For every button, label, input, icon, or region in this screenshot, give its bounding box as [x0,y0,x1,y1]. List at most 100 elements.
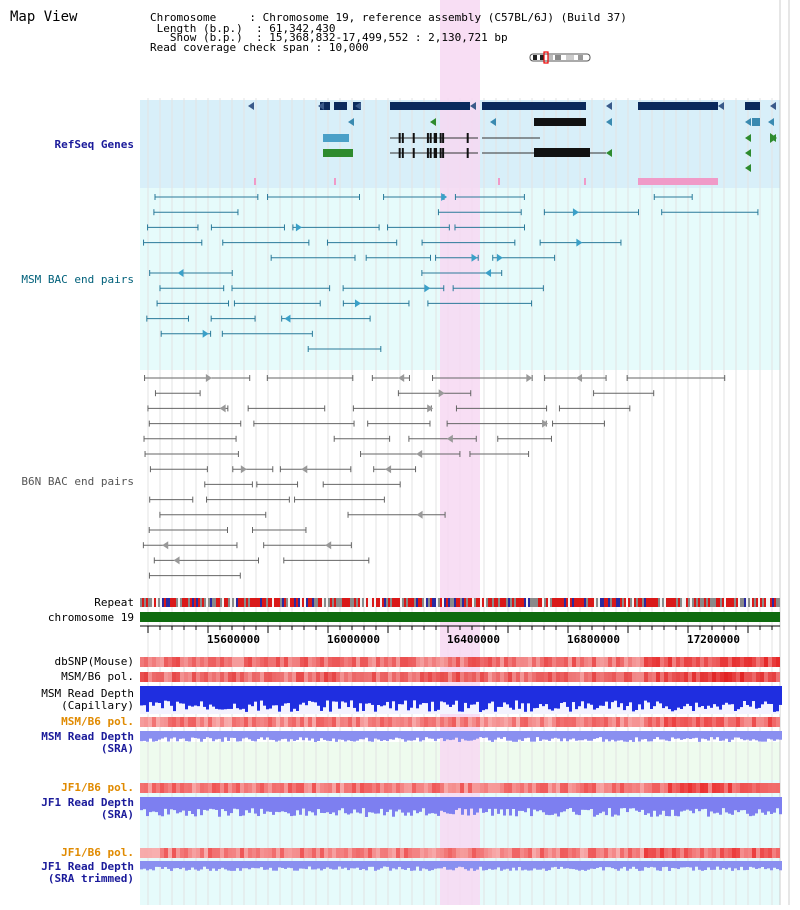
read-depth-bar [503,861,506,870]
read-depth-bar [467,797,470,816]
track-label-repeat[interactable]: Repeat [94,596,134,609]
read-depth-bar [140,797,143,811]
strand-arrow [424,284,431,293]
variant-density-cell [516,657,520,667]
ruler-tick-label: 16000000 [327,633,380,646]
read-depth-bar [686,686,689,704]
variant-density-cell [204,783,208,793]
read-depth-bar [620,861,623,869]
variant-density-cell [732,783,736,793]
read-depth-bar [698,686,701,708]
repeat-element [156,598,158,607]
variant-density-cell [448,848,452,858]
variant-density-cell [740,783,744,793]
variant-density-cell [348,672,352,682]
variant-density-cell [508,657,512,667]
variant-density-cell [240,717,244,727]
variant-density-cell [556,672,560,682]
read-depth-bar [620,797,623,809]
read-depth-bar [350,731,353,742]
read-depth-bar [656,797,659,817]
variant-density-cell [500,672,504,682]
variant-density-cell [580,848,584,858]
read-depth-bar [362,686,365,711]
read-depth-bar [233,686,236,704]
variant-density-cell [536,657,540,667]
track-label-refseq[interactable]: RefSeq Genes [54,138,134,151]
read-depth-bar [641,797,644,810]
repeat-element [494,598,496,607]
track-label-jf1-depth[interactable]: JF1 Read Depth (SRA) [41,796,134,821]
repeat-element [274,598,276,607]
variant-density-cell [360,672,364,682]
read-depth-bar [581,797,584,810]
repeat-element [610,598,612,607]
read-depth-bar [335,731,338,742]
read-depth-bar [500,686,503,707]
track-label-jf1-depth-trimmed[interactable]: JF1 Read Depth (SRA trimmed) [41,860,134,885]
variant-density-cell [148,783,152,793]
repeat-element [614,598,616,607]
variant-density-cell [348,717,352,727]
variant-density-cell [512,717,516,727]
repeat-element [570,598,572,607]
read-depth-bar [731,861,734,871]
read-depth-bar [200,861,203,870]
track-label-jf1-pol[interactable]: JF1/B6 pol. [61,781,134,794]
track-label-dbsnp[interactable]: dbSNP(Mouse) [54,655,134,668]
variant-density-cell [576,848,580,858]
read-depth-bar [767,686,770,704]
read-depth-bar [668,686,671,710]
strand-arrow [470,102,476,110]
variant-density-cell [384,783,388,793]
variant-density-cell [620,717,624,727]
track-label-msm-depth-sra[interactable]: MSM Read Depth (SRA) [41,730,134,755]
variant-density-cell [732,717,736,727]
read-depth-bar [365,731,368,738]
variant-density-cell [420,672,424,682]
read-depth-bar [251,797,254,809]
read-depth-bar [383,797,386,816]
repeat-element [524,598,526,607]
track-label-msm-pol-2[interactable]: MSM/B6 pol. [61,715,134,728]
read-depth-bar [434,861,437,869]
track-label-msm-depth-capillary[interactable]: MSM Read Depth (Capillary) [41,687,134,712]
repeat-element [308,598,310,607]
variant-density-cell [268,783,272,793]
variant-density-cell [408,672,412,682]
variant-density-cell [532,657,536,667]
read-depth-bar [407,861,410,868]
repeat-element [702,598,704,607]
track-label-chromosome[interactable]: chromosome 19 [47,611,134,624]
track-label-msm-pol[interactable]: MSM/B6 pol. [61,670,134,683]
repeat-element [516,598,518,607]
read-depth-bar [203,686,206,707]
variant-density-cell [576,672,580,682]
gene-bar [254,178,256,185]
read-depth-bar [548,861,551,871]
variant-density-cell [296,657,300,667]
read-depth-bar [476,861,479,870]
repeat-element [688,598,690,607]
variant-density-cell [388,783,392,793]
variant-density-cell [488,848,492,858]
read-depth-bar [221,686,224,710]
variant-density-cell [292,672,296,682]
variant-density-cell [412,717,416,727]
read-depth-bar [293,731,296,741]
read-depth-bar [179,686,182,704]
track-label-jf1-pol-2[interactable]: JF1/B6 pol. [61,846,134,859]
read-depth-bar [569,731,572,740]
variant-density-cell [304,657,308,667]
variant-density-cell [220,717,224,727]
track-label-b6n-bac[interactable]: B6N BAC end pairs [21,475,134,488]
strand-arrow [526,374,533,382]
read-depth-bar [734,731,737,738]
track-label-msm-bac[interactable]: MSM BAC end pairs [21,273,134,286]
read-depth-bar [431,797,434,814]
variant-density-cell [424,783,428,793]
repeat-element [202,598,204,607]
read-depth-bar [266,686,269,710]
variant-density-cell [228,657,232,667]
